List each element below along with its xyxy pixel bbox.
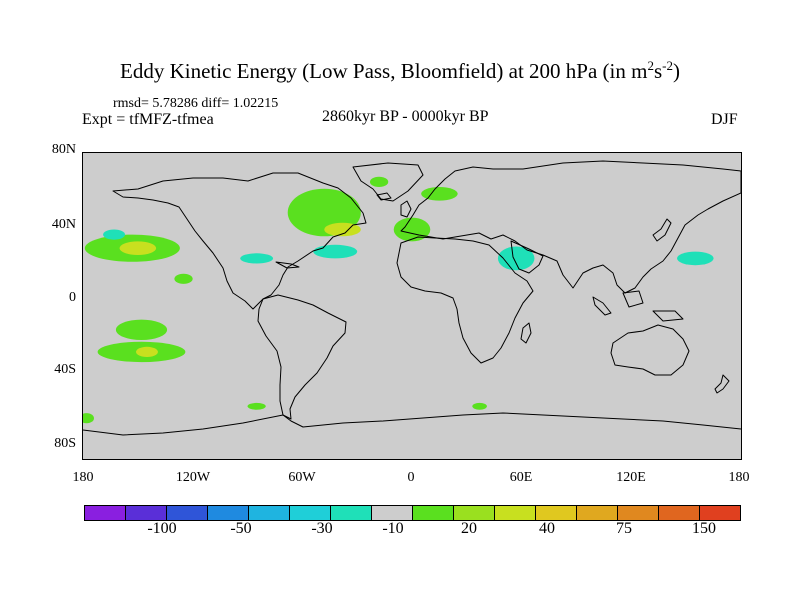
- colorbar: [84, 505, 741, 521]
- coastline-borneo: [622, 290, 644, 308]
- colorbar-label: 40: [539, 520, 555, 537]
- colorbar-label: 20: [461, 520, 477, 537]
- anomaly-south-pacific-c: [83, 413, 94, 424]
- coastline-new-zealand: [714, 374, 730, 394]
- lat-label-eq: 0: [69, 290, 76, 305]
- colorbar-swatch: [618, 506, 659, 520]
- coastlines: [83, 160, 741, 436]
- colorbar-swatch: [700, 506, 740, 520]
- anomaly-east-asia-east: [677, 251, 714, 266]
- lat-label-40s: 40S: [54, 362, 76, 377]
- colorbar-swatch: [454, 506, 495, 520]
- colorbar-swatch: [167, 506, 208, 520]
- colorbar-swatch: [85, 506, 126, 520]
- lon-label-180e: 180: [728, 470, 750, 485]
- coastline-arabia: [510, 240, 544, 274]
- colorbar-swatch: [577, 506, 618, 520]
- coastline-japan: [652, 218, 672, 242]
- colorbar-swatch: [331, 506, 372, 520]
- colorbar-label: -100: [147, 520, 177, 537]
- colorbar-label: -10: [382, 520, 404, 537]
- coastline-africa: [396, 236, 534, 364]
- anomaly-north-pacific-west: [103, 229, 126, 240]
- coastline-britain: [400, 200, 412, 218]
- colorbar-swatch: [372, 506, 413, 520]
- anomaly-gulf-of-mexico: [240, 253, 274, 264]
- coastline-madagascar: [520, 322, 532, 344]
- anomaly-southern-ocean-indian: [472, 402, 487, 410]
- lat-label-80s: 80S: [54, 436, 76, 451]
- map-panel: [82, 152, 742, 460]
- anomaly-arabia-india: [497, 246, 535, 271]
- anomaly-central-pacific-north-core: [119, 241, 157, 255]
- lat-label-80n: 80N: [51, 142, 76, 157]
- colorbar-label: 150: [692, 520, 716, 537]
- anomaly-eastern-pacific-subtropics: [174, 273, 193, 284]
- colorbar-label: 75: [616, 520, 632, 537]
- coastline-australia: [610, 324, 690, 376]
- lon-label-180w: 180: [72, 470, 94, 485]
- coastline-south-america: [257, 294, 347, 420]
- lon-label-120w: 120W: [175, 470, 211, 485]
- colorbar-swatch: [536, 506, 577, 520]
- colorbar-swatch: [249, 506, 290, 520]
- anomaly-scandinavia: [421, 187, 458, 201]
- colorbar-swatch: [290, 506, 331, 520]
- lon-label-120e: 120E: [616, 470, 646, 485]
- colorbar-swatch: [208, 506, 249, 520]
- lon-label-60w: 60W: [288, 470, 316, 485]
- anomaly-atlantic-subtropics: [313, 244, 358, 259]
- colorbar-label: -50: [230, 520, 252, 537]
- coastline-north-america: [112, 172, 367, 310]
- map-canvas: [83, 160, 741, 436]
- lon-label-0: 0: [407, 470, 415, 485]
- anomaly-southern-ocean-atlantic: [247, 402, 266, 410]
- coastline-sumatra: [592, 296, 612, 316]
- coastline-eurasia: [400, 160, 741, 294]
- chart-title: Eddy Kinetic Energy (Low Pass, Bloomfiel…: [120, 58, 680, 83]
- anomaly-south-pacific-b-core: [136, 346, 158, 357]
- period-label: 2860kyr BP - 0000kyr BP: [322, 108, 489, 125]
- colorbar-swatch: [495, 506, 536, 520]
- coastline-new-guinea: [652, 310, 684, 322]
- colorbar-label: -30: [311, 520, 333, 537]
- colorbar-swatch: [126, 506, 167, 520]
- coastline-iceland: [376, 192, 392, 201]
- lat-label-40n: 40N: [51, 217, 76, 232]
- stats-text: rmsd= 5.78286 diff= 1.02215: [113, 96, 279, 111]
- coastline-greenland: [352, 162, 424, 202]
- anomaly-arctic-atlantic: [369, 176, 389, 187]
- coastline-cuba: [275, 261, 300, 269]
- lon-label-60e: 60E: [509, 470, 533, 485]
- anomaly-south-pacific-a: [115, 319, 168, 340]
- colorbar-swatch: [659, 506, 700, 520]
- experiment-label: Expt = tfMFZ-tfmea: [82, 111, 214, 128]
- season-label: DJF: [711, 111, 738, 128]
- anomaly-layer: [83, 176, 714, 424]
- coastline-antarctica: [83, 412, 741, 436]
- colorbar-swatch: [413, 506, 454, 520]
